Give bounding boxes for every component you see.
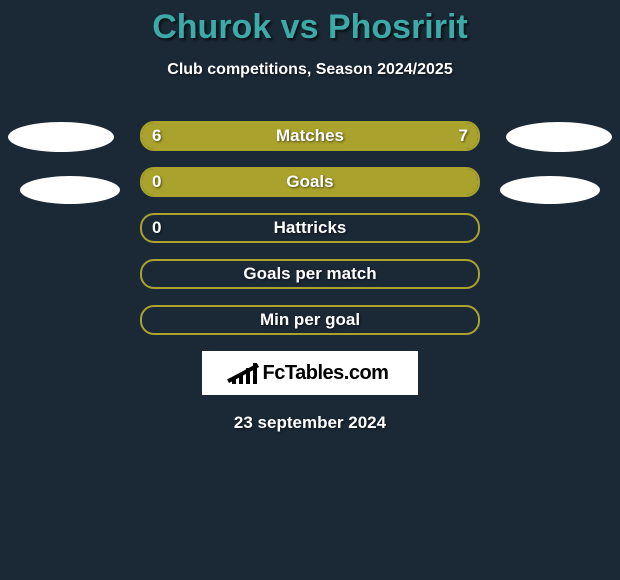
placeholder-ellipse bbox=[20, 176, 120, 204]
date-text: 23 september 2024 bbox=[0, 413, 620, 433]
comparison-row: Goals per match bbox=[0, 259, 620, 289]
value-right: 7 bbox=[459, 126, 468, 146]
bar-label: Goals per match bbox=[142, 264, 478, 284]
bar-label: Matches bbox=[142, 126, 478, 146]
logo-text: FcTables.com bbox=[263, 362, 389, 385]
page-title: Churok vs Phosririt bbox=[0, 0, 620, 47]
bar-label: Hattricks bbox=[142, 218, 478, 238]
logo-bars-icon bbox=[232, 362, 257, 384]
bar-label: Goals bbox=[142, 172, 478, 192]
value-left: 0 bbox=[152, 172, 161, 192]
placeholder-ellipse bbox=[500, 176, 600, 204]
subtitle: Club competitions, Season 2024/2025 bbox=[0, 61, 620, 79]
comparison-rows: Matches67Goals0Hattricks0Goals per match… bbox=[0, 121, 620, 335]
logo-box: FcTables.com bbox=[202, 351, 418, 395]
placeholder-ellipse bbox=[8, 122, 114, 152]
bar-frame: Matches6 7 bbox=[140, 121, 480, 151]
bar-frame: Min per goal bbox=[140, 305, 480, 335]
bar-frame: Goals0 bbox=[140, 167, 480, 197]
comparison-row: Min per goal bbox=[0, 305, 620, 335]
bar-frame: Hattricks0 bbox=[140, 213, 480, 243]
value-left: 6 bbox=[152, 126, 161, 146]
comparison-row: Hattricks0 bbox=[0, 213, 620, 243]
value-left: 0 bbox=[152, 218, 161, 238]
bar-label: Min per goal bbox=[142, 310, 478, 330]
bar-frame: Goals per match bbox=[140, 259, 480, 289]
placeholder-ellipse bbox=[506, 122, 612, 152]
